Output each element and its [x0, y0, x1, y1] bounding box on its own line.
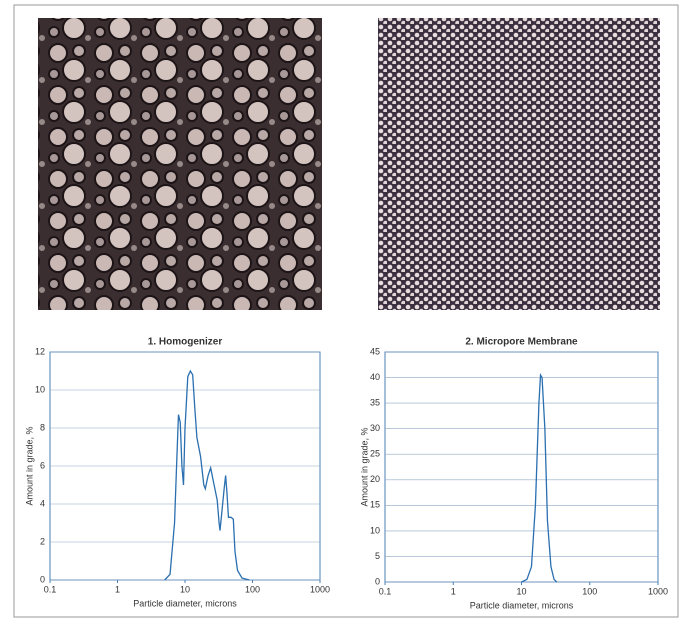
x-axis-label: Particle diameter, microns [470, 600, 574, 610]
chart-title: 1. Homogenizer [148, 337, 223, 348]
y-tick-label: 15 [370, 500, 380, 510]
y-tick-label: 8 [40, 422, 45, 432]
y-tick-label: 20 [370, 474, 380, 484]
x-tick-label: 0.1 [379, 586, 392, 596]
x-tick-label: 1 [115, 584, 120, 594]
x-tick-label: 10 [516, 586, 526, 596]
y-tick-label: 30 [370, 423, 380, 433]
y-tick-label: 4 [40, 498, 45, 508]
y-tick-label: 2 [40, 536, 45, 546]
x-tick-label: 100 [582, 586, 597, 596]
x-tick-label: 100 [245, 584, 260, 594]
y-tick-label: 0 [40, 574, 45, 584]
data-line [521, 372, 558, 583]
y-tick-label: 45 [370, 346, 380, 356]
x-tick-label: 0.1 [44, 584, 57, 594]
y-tick-label: 25 [370, 449, 380, 459]
y-tick-label: 10 [35, 384, 45, 394]
x-tick-label: 1 [451, 586, 456, 596]
y-tick-label: 35 [370, 397, 380, 407]
y-tick-label: 0 [375, 576, 380, 586]
y-tick-label: 10 [370, 525, 380, 535]
y-tick-label: 5 [375, 551, 380, 561]
x-tick-label: 1000 [310, 584, 330, 594]
y-tick-label: 6 [40, 460, 45, 470]
y-axis-label: Amount in grade, % [359, 427, 369, 506]
x-tick-label: 1000 [648, 586, 668, 596]
y-tick-label: 40 [370, 372, 380, 382]
frame [13, 4, 679, 618]
y-axis-label: Amount in grade, % [24, 426, 34, 505]
data-line [164, 369, 250, 581]
x-axis-label: Particle diameter, microns [133, 598, 237, 608]
chart-title: 2. Micropore Membrane [465, 337, 578, 348]
plot-area [384, 351, 659, 583]
y-tick-label: 12 [35, 346, 45, 356]
x-tick-label: 10 [180, 584, 190, 594]
photo-homogenizer [38, 18, 322, 310]
photo-membrane [378, 18, 660, 310]
